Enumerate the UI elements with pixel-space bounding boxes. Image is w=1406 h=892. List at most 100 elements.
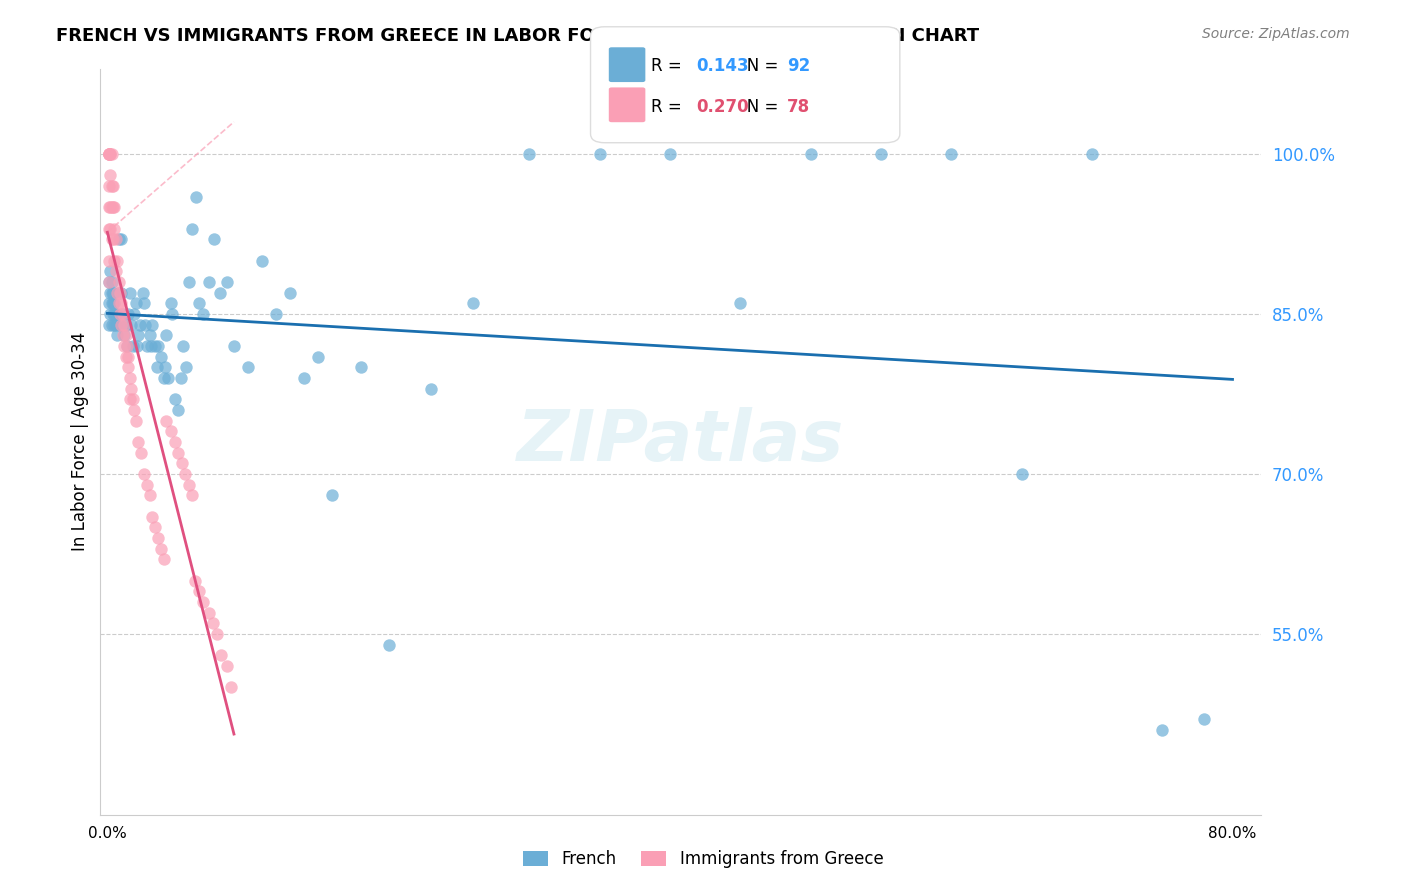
Point — [131, 285, 153, 300]
Point — [941, 146, 963, 161]
Point — [209, 648, 232, 663]
Point — [98, 264, 121, 278]
Text: R =: R = — [651, 57, 688, 75]
Point — [110, 232, 132, 246]
Point — [160, 307, 183, 321]
Point — [191, 595, 214, 609]
Point — [121, 339, 143, 353]
Text: Source: ZipAtlas.com: Source: ZipAtlas.com — [1202, 27, 1350, 41]
Point — [103, 318, 125, 332]
Point — [146, 339, 169, 353]
Point — [159, 296, 181, 310]
Point — [1152, 723, 1174, 737]
Point — [173, 467, 195, 481]
Point — [114, 328, 136, 343]
Point — [292, 371, 315, 385]
Point — [149, 541, 172, 556]
Text: R =: R = — [651, 98, 688, 116]
Point — [191, 307, 214, 321]
Point — [143, 520, 166, 534]
Point — [117, 350, 139, 364]
Point — [110, 296, 132, 310]
Point — [105, 285, 128, 300]
Point — [105, 253, 128, 268]
Point — [141, 509, 163, 524]
Point — [377, 638, 399, 652]
Point — [125, 339, 148, 353]
Text: ZIPatlas: ZIPatlas — [517, 408, 844, 476]
Point — [180, 221, 202, 235]
Point — [174, 360, 197, 375]
Point — [97, 178, 120, 193]
Point — [461, 296, 484, 310]
Point — [97, 275, 120, 289]
Point — [103, 253, 125, 268]
Point — [307, 350, 329, 364]
Point — [128, 318, 150, 332]
Point — [117, 307, 139, 321]
Point — [219, 680, 242, 694]
Point — [108, 318, 131, 332]
Point — [110, 318, 132, 332]
Point — [103, 296, 125, 310]
Point — [138, 488, 160, 502]
Point — [118, 371, 141, 385]
Point — [180, 488, 202, 502]
Point — [166, 402, 188, 417]
Point — [170, 456, 193, 470]
Point — [215, 275, 238, 289]
Point — [100, 285, 122, 300]
Point — [108, 285, 131, 300]
Text: N =: N = — [731, 57, 783, 75]
Point — [1081, 146, 1104, 161]
Point — [97, 200, 120, 214]
Point — [104, 307, 127, 321]
Point — [156, 371, 179, 385]
Text: N =: N = — [731, 98, 783, 116]
Point — [100, 146, 122, 161]
Point — [101, 307, 124, 321]
Point — [97, 221, 120, 235]
Point — [114, 318, 136, 332]
Point — [112, 339, 135, 353]
Point — [134, 318, 156, 332]
Point — [155, 328, 177, 343]
Text: 0.143: 0.143 — [696, 57, 748, 75]
Point — [97, 146, 120, 161]
Point — [132, 296, 155, 310]
Point — [141, 318, 163, 332]
Point — [104, 232, 127, 246]
Point — [118, 392, 141, 407]
Point — [800, 146, 823, 161]
Point — [120, 318, 142, 332]
Point — [98, 146, 121, 161]
Point — [103, 200, 125, 214]
Point — [107, 232, 129, 246]
Point — [236, 360, 259, 375]
Point — [139, 339, 162, 353]
Point — [98, 307, 121, 321]
Point — [1011, 467, 1033, 481]
Point — [184, 189, 207, 203]
Point — [100, 318, 122, 332]
Point — [118, 285, 141, 300]
Text: 0.270: 0.270 — [696, 98, 748, 116]
Point — [100, 178, 122, 193]
Point — [101, 285, 124, 300]
Point — [321, 488, 343, 502]
Point — [129, 445, 152, 459]
Point — [1194, 712, 1216, 726]
Point — [105, 328, 128, 343]
Point — [98, 285, 121, 300]
Point — [124, 413, 146, 427]
Point — [98, 200, 121, 214]
Point — [166, 445, 188, 459]
Point — [97, 275, 120, 289]
Point — [159, 424, 181, 438]
Point — [135, 477, 157, 491]
Point — [97, 146, 120, 161]
Point — [517, 146, 540, 161]
Point — [187, 296, 209, 310]
Text: FRENCH VS IMMIGRANTS FROM GREECE IN LABOR FORCE | AGE 30-34 CORRELATION CHART: FRENCH VS IMMIGRANTS FROM GREECE IN LABO… — [56, 27, 980, 45]
Point — [264, 307, 287, 321]
